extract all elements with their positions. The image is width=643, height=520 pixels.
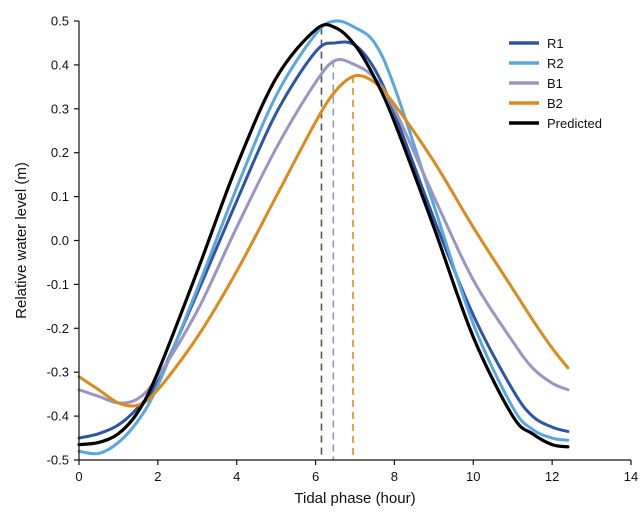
- y-tick-label: 0.3: [51, 101, 69, 116]
- y-tick-label: -0.3: [47, 365, 69, 380]
- x-tick-label: 12: [545, 469, 559, 484]
- y-tick-label: -0.4: [47, 409, 69, 424]
- series-line-b1: [77, 58, 570, 405]
- legend-label: B1: [547, 76, 563, 91]
- series-line-r2: [77, 19, 570, 456]
- x-tick-label: 0: [75, 469, 82, 484]
- x-tick-label: 2: [154, 469, 161, 484]
- series-lines: [77, 19, 570, 456]
- series-line-predicted: [77, 22, 570, 449]
- y-tick-label: 0.0: [51, 233, 69, 248]
- x-tick-label: 10: [466, 469, 480, 484]
- x-tick-label: 4: [233, 469, 240, 484]
- x-tick-label: 8: [391, 469, 398, 484]
- series-line-b2: [77, 74, 570, 408]
- legend: R1 R2 B1 B2 Predicted: [509, 36, 602, 131]
- y-axis-title: Relative water level (m): [13, 162, 30, 319]
- legend-label: B2: [547, 96, 563, 111]
- x-tick-label: 14: [624, 469, 638, 484]
- legend-label: Predicted: [547, 116, 602, 131]
- y-tick-label: 0.1: [51, 189, 69, 204]
- series-line-r1: [77, 40, 570, 440]
- y-tick-label: 0.5: [51, 14, 69, 29]
- legend-label: R2: [547, 56, 564, 71]
- x-tick-label: 6: [312, 469, 319, 484]
- y-tick-label: -0.2: [47, 321, 69, 336]
- y-tick-label: 0.2: [51, 145, 69, 160]
- y-tick-label: -0.5: [47, 453, 69, 468]
- x-axis-title: Tidal phase (hour): [294, 490, 415, 507]
- y-tick-label: 0.4: [51, 57, 69, 72]
- y-tick-label: -0.1: [47, 277, 69, 292]
- axes: [74, 20, 632, 465]
- peak-marker-lines: [320, 27, 354, 460]
- tick-labels: 0 2 4 6 8 10 12 14 -0.5 -0.4 -0.3 -0.2 -0.1 0.0 0.1 0.2…: [47, 14, 639, 485]
- legend-label: R1: [547, 36, 564, 51]
